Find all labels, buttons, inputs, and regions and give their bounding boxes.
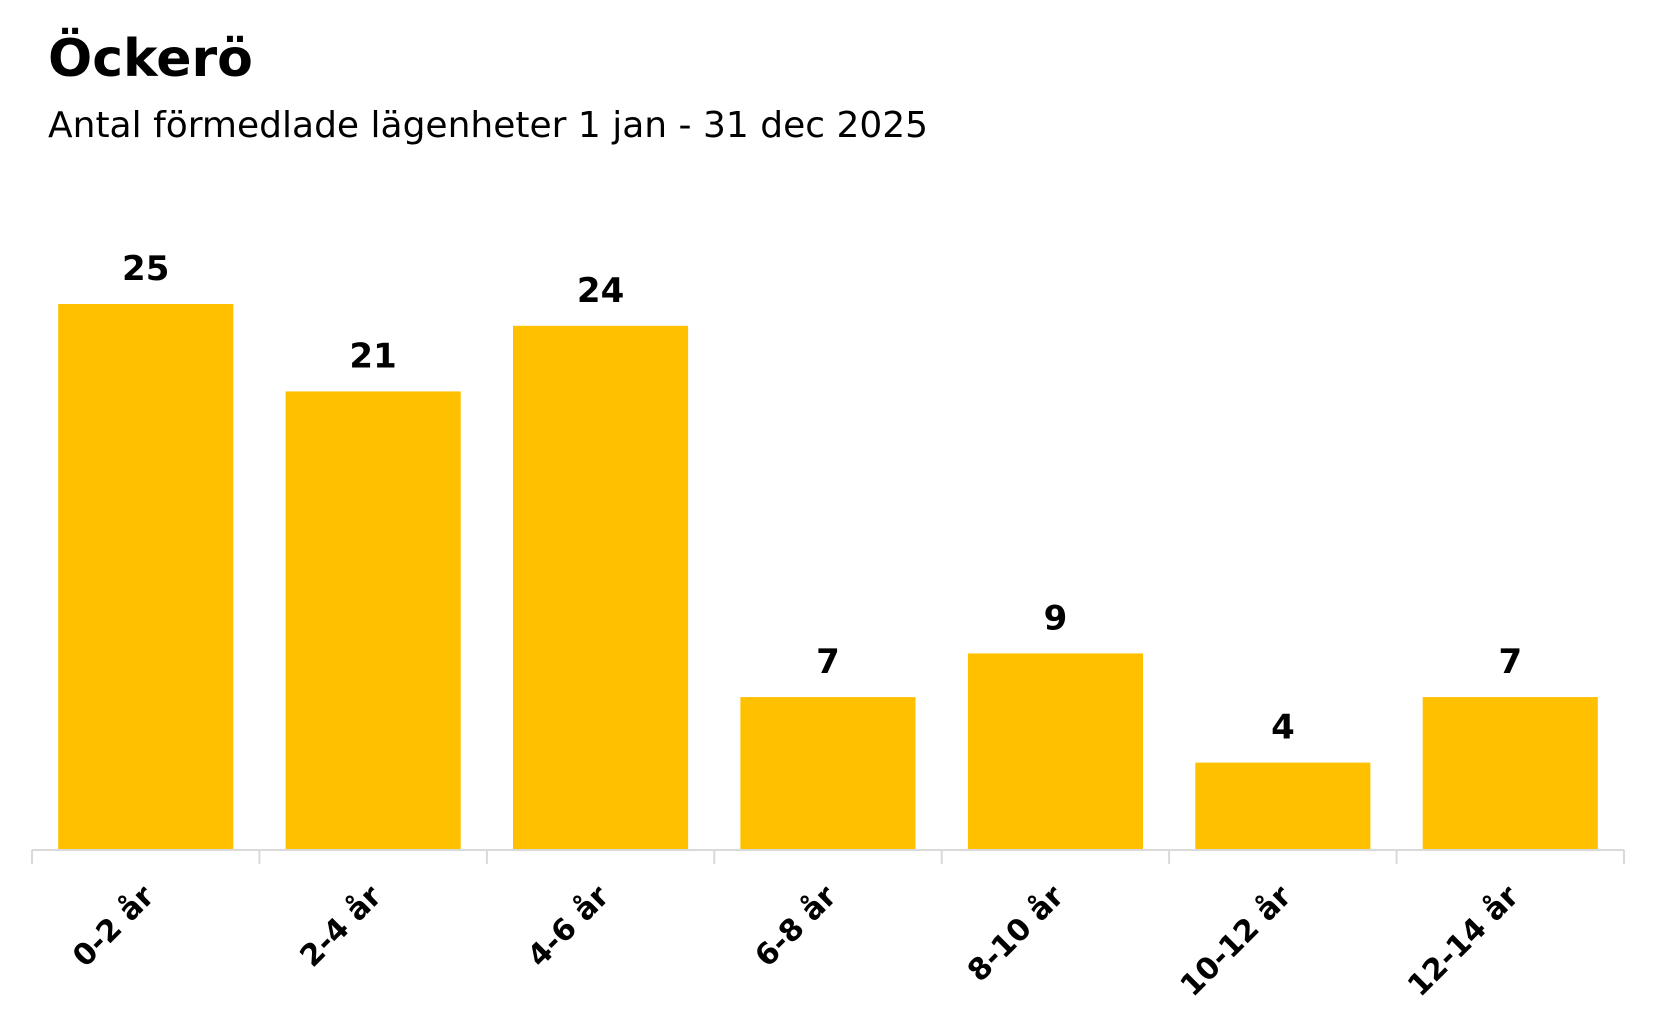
bars-layer	[58, 304, 1598, 850]
data-label-1: 25	[122, 249, 169, 289]
data-label-3: 24	[577, 271, 624, 311]
x-tick-label-5: 8-10 år	[960, 878, 1071, 989]
bar-3	[513, 325, 689, 850]
bar-1	[58, 304, 234, 850]
data-label-7: 7	[1498, 642, 1522, 682]
bar-2	[285, 391, 461, 850]
chart-title: Öckerö	[48, 29, 253, 89]
bar-5	[967, 653, 1143, 850]
x-tick-label-4: 6-8 år	[748, 878, 844, 974]
data-label-5: 9	[1044, 598, 1068, 638]
x-tick-label-6: 10-12 år	[1173, 878, 1299, 1004]
bar-4	[740, 697, 916, 850]
data-labels-layer: 25 21 24 7 9 4 7	[122, 249, 1522, 748]
data-label-2: 21	[349, 336, 396, 376]
x-axis	[31, 849, 1625, 864]
x-tick-label-2: 2-4 år	[293, 878, 389, 974]
x-tick-label-3: 4-6 år	[520, 878, 616, 974]
x-tick-label-1: 0-2 år	[65, 878, 161, 974]
bar-6	[1195, 762, 1371, 850]
data-label-4: 7	[816, 642, 840, 682]
chart-subtitle: Antal förmedlade lägenheter 1 jan - 31 d…	[48, 105, 929, 146]
tick-labels-layer: 0-2 år 2-4 år 4-6 år 6-8 år 8-10 år 10-12 år 1…	[65, 878, 1526, 1004]
x-tick-label-7: 12-14 år	[1400, 878, 1526, 1004]
bar-7	[1422, 697, 1598, 850]
data-label-6: 4	[1271, 708, 1295, 748]
